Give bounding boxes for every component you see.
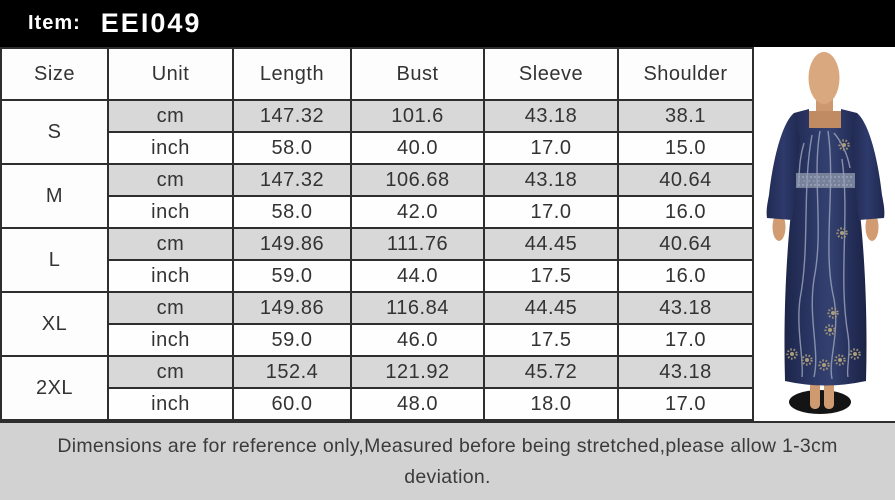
item-label: Item: [28, 12, 81, 34]
unit-cell: cm [107, 227, 234, 261]
table-row: inch 59.0 46.0 17.5 17.0 [1, 323, 754, 357]
unit-cell: cm [107, 355, 234, 389]
shoulder-cell: 40.64 [617, 227, 754, 261]
sleeve-cell: 43.18 [483, 99, 619, 133]
table-row: inch 58.0 40.0 17.0 15.0 [1, 131, 754, 165]
dress-sleeve-right [851, 113, 885, 220]
length-cell: 152.4 [232, 355, 352, 389]
shoulder-cell: 43.18 [617, 291, 754, 325]
shoulder-cell: 16.0 [617, 195, 754, 229]
bust-cell: 42.0 [350, 195, 485, 229]
unit-cell: cm [107, 163, 234, 197]
size-cell: 2XL [0, 355, 109, 421]
unit-cell: cm [107, 291, 234, 325]
table-row: inch 58.0 42.0 17.0 16.0 [1, 195, 754, 229]
sleeve-cell: 44.45 [483, 291, 619, 325]
length-cell: 58.0 [232, 131, 352, 165]
bust-cell: 116.84 [350, 291, 485, 325]
size-cell: M [0, 163, 109, 229]
table-row: XL cm 149.86 116.84 44.45 43.18 [0, 291, 754, 357]
shoulder-cell: 15.0 [617, 131, 754, 165]
main-content: Size Unit Length Bust Sleeve Shoulder S … [0, 47, 895, 421]
unit-cell: inch [107, 259, 234, 293]
unit-cell: inch [107, 323, 234, 357]
size-cell: S [0, 99, 109, 165]
table-row: inch 60.0 48.0 18.0 17.0 [1, 387, 754, 421]
sleeve-cell: 17.5 [483, 259, 619, 293]
sleeve-cell: 43.18 [483, 163, 619, 197]
sleeve-cell: 17.0 [483, 195, 619, 229]
unit-cell: inch [107, 131, 234, 165]
mannequin-chest [808, 111, 842, 131]
size-cell: L [0, 227, 109, 293]
vine-embroidery [797, 130, 851, 380]
shoulder-cell: 16.0 [617, 259, 754, 293]
unit-cell: inch [107, 387, 234, 421]
bust-cell: 40.0 [350, 131, 485, 165]
mannequin-hand-right [865, 213, 879, 241]
mannequin-hand-left [772, 213, 786, 241]
length-cell: 59.0 [232, 259, 352, 293]
bust-cell: 121.92 [350, 355, 485, 389]
item-header-bar: Item: EEI049 [0, 0, 895, 47]
mannequin-foot-left [810, 381, 820, 409]
mannequin-foot-right [824, 381, 834, 409]
length-cell: 147.32 [232, 99, 352, 133]
table-header-row: Size Unit Length Bust Sleeve Shoulder [0, 47, 754, 101]
length-cell: 60.0 [232, 387, 352, 421]
size-table: Size Unit Length Bust Sleeve Shoulder S … [0, 47, 754, 421]
bust-cell: 44.0 [350, 259, 485, 293]
length-cell: 149.86 [232, 227, 352, 261]
shoulder-cell: 17.0 [617, 323, 754, 357]
length-cell: 147.32 [232, 163, 352, 197]
column-header-size: Size [0, 47, 109, 101]
disclaimer-text: Dimensions are for reference only,Measur… [57, 435, 838, 488]
unit-cell: cm [107, 99, 234, 133]
item-code: EEI049 [100, 8, 202, 38]
table-row: 2XL cm 152.4 121.92 45.72 43.18 [0, 355, 754, 421]
length-cell: 149.86 [232, 291, 352, 325]
sleeve-cell: 44.45 [483, 227, 619, 261]
column-header-bust: Bust [350, 47, 485, 101]
shoulder-cell: 43.18 [617, 355, 754, 389]
length-cell: 59.0 [232, 323, 352, 357]
column-header-length: Length [232, 47, 352, 101]
sleeve-cell: 17.5 [483, 323, 619, 357]
bust-cell: 106.68 [350, 163, 485, 197]
sleeve-cell: 17.0 [483, 131, 619, 165]
mannequin-head [808, 52, 840, 104]
shoulder-cell: 17.0 [617, 387, 754, 421]
dress-sleeve-left [766, 113, 800, 220]
sleeve-cell: 18.0 [483, 387, 619, 421]
table-row: inch 59.0 44.0 17.5 16.0 [1, 259, 754, 293]
bust-cell: 48.0 [350, 387, 485, 421]
table-row: M cm 147.32 106.68 43.18 40.64 [0, 163, 754, 229]
column-header-unit: Unit [107, 47, 234, 101]
size-cell: XL [0, 291, 109, 357]
dress-on-mannequin-illustration [766, 52, 885, 414]
bust-cell: 46.0 [350, 323, 485, 357]
column-header-shoulder: Shoulder [617, 47, 754, 101]
sleeve-cell: 45.72 [483, 355, 619, 389]
shoulder-cell: 40.64 [617, 163, 754, 197]
product-photo [754, 47, 895, 421]
table-row: L cm 149.86 111.76 44.45 40.64 [0, 227, 754, 293]
bust-cell: 101.6 [350, 99, 485, 133]
bust-cell: 111.76 [350, 227, 485, 261]
shoulder-cell: 38.1 [617, 99, 754, 133]
unit-cell: inch [107, 195, 234, 229]
table-row: S cm 147.32 101.6 43.18 38.1 [0, 99, 754, 165]
length-cell: 58.0 [232, 195, 352, 229]
footer-note-bar: Dimensions are for reference only,Measur… [0, 421, 895, 500]
column-header-sleeve: Sleeve [483, 47, 619, 101]
